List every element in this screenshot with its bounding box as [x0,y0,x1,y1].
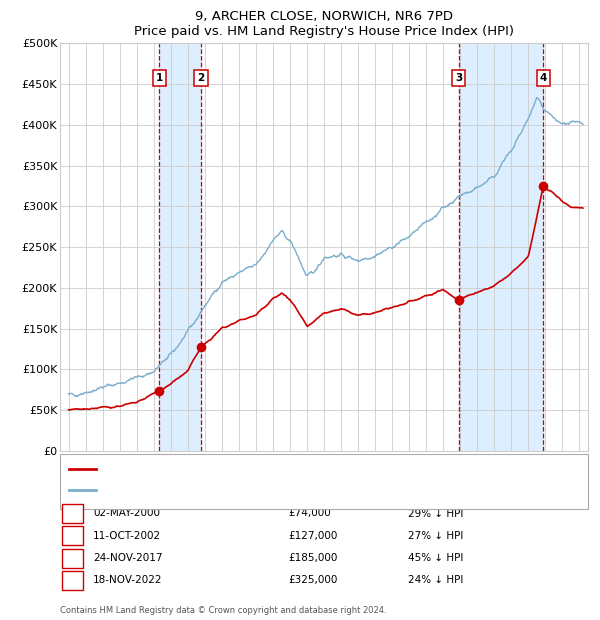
Text: £127,000: £127,000 [288,531,337,541]
Text: 02-MAY-2000: 02-MAY-2000 [93,508,160,518]
Text: 1: 1 [69,508,76,518]
Text: 2: 2 [69,531,76,541]
Text: 45% ↓ HPI: 45% ↓ HPI [408,553,463,563]
Text: 3: 3 [455,73,462,82]
Text: 9, ARCHER CLOSE, NORWICH, NR6 7PD (detached house): 9, ARCHER CLOSE, NORWICH, NR6 7PD (detac… [101,464,399,474]
Text: HPI: Average price, detached house, Broadland: HPI: Average price, detached house, Broa… [101,485,347,495]
Text: Contains HM Land Registry data © Crown copyright and database right 2024.: Contains HM Land Registry data © Crown c… [60,606,386,615]
Text: 29% ↓ HPI: 29% ↓ HPI [408,508,463,518]
Text: 24% ↓ HPI: 24% ↓ HPI [408,575,463,585]
Text: 4: 4 [539,73,547,82]
Bar [160,43,201,451]
Title: 9, ARCHER CLOSE, NORWICH, NR6 7PD
Price paid vs. HM Land Registry's House Price : 9, ARCHER CLOSE, NORWICH, NR6 7PD Price … [134,10,514,38]
Text: £74,000: £74,000 [288,508,331,518]
Text: 11-OCT-2002: 11-OCT-2002 [93,531,161,541]
Text: 4: 4 [69,575,76,585]
Text: 3: 3 [69,553,76,563]
Bar [458,43,544,451]
Text: £325,000: £325,000 [288,575,337,585]
Text: 27% ↓ HPI: 27% ↓ HPI [408,531,463,541]
Text: 2: 2 [197,73,205,82]
Text: 18-NOV-2022: 18-NOV-2022 [93,575,163,585]
Text: £185,000: £185,000 [288,553,337,563]
Text: 1: 1 [156,73,163,82]
Text: 24-NOV-2017: 24-NOV-2017 [93,553,163,563]
